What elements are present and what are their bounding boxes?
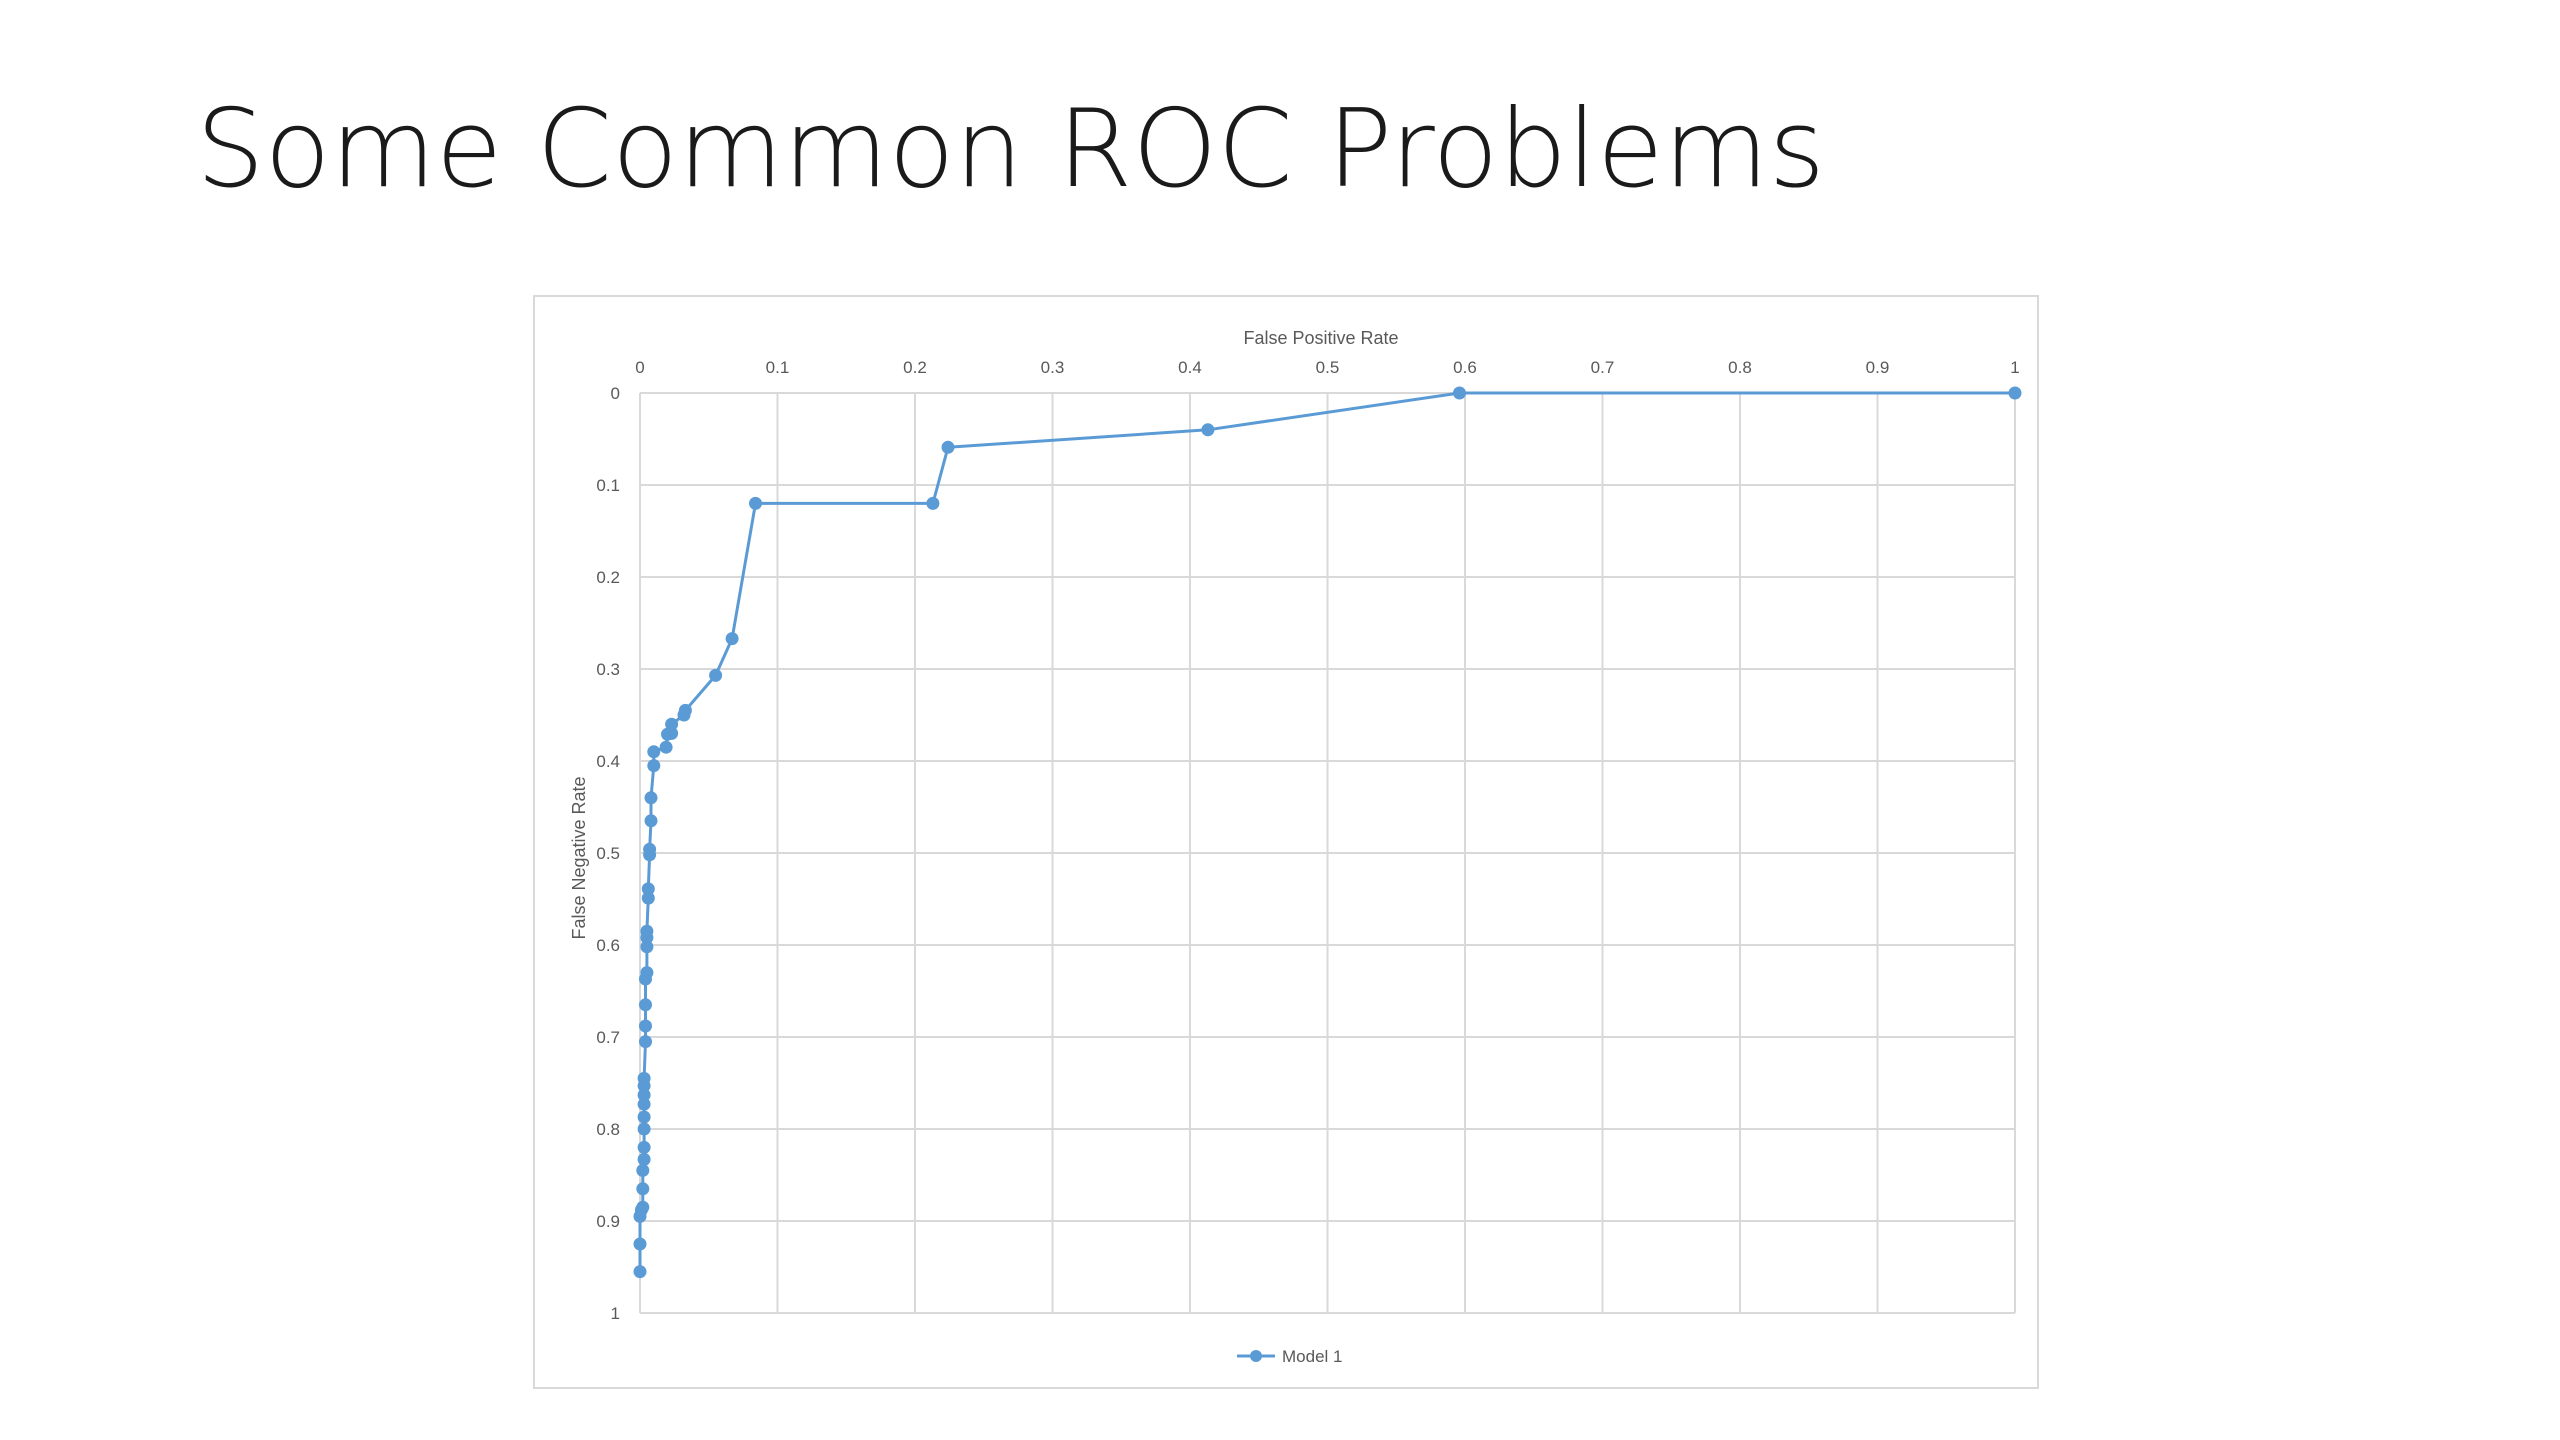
- data-point: [636, 1182, 650, 1196]
- data-point: [665, 726, 679, 740]
- legend-marker: [1250, 1350, 1262, 1362]
- x-tick-label: 0.4: [1178, 358, 1202, 377]
- x-axis-title: False Positive Rate: [1243, 328, 1398, 348]
- legend-label-model-1: Model 1: [1282, 1347, 1342, 1366]
- slide-title: Some Common ROC Problems: [196, 87, 1825, 212]
- x-tick-label: 0.2: [903, 358, 927, 377]
- data-point: [641, 882, 655, 896]
- data-point: [644, 814, 658, 828]
- data-point: [647, 759, 661, 773]
- data-point: [633, 1265, 647, 1279]
- data-point: [640, 940, 654, 954]
- data-point: [637, 1140, 651, 1154]
- y-tick-label: 0.7: [596, 1028, 620, 1047]
- data-point: [926, 496, 940, 510]
- data-point: [1453, 386, 1466, 400]
- data-point: [2008, 386, 2022, 400]
- data-point: [941, 440, 955, 454]
- y-tick-label: 0.8: [596, 1120, 620, 1139]
- data-point: [637, 1088, 651, 1102]
- y-axis-ticks: 0 0.1 0.2 0.3 0.4 0.5 0.6 0.7 0.8 0.9 1: [596, 384, 620, 1323]
- data-point: [709, 668, 723, 682]
- data-point: [637, 1152, 651, 1166]
- data-point: [1201, 423, 1215, 437]
- y-tick-label: 0.9: [596, 1212, 620, 1231]
- data-point: [636, 1163, 650, 1177]
- x-tick-label: 1: [2010, 358, 2019, 377]
- y-axis-title: False Negative Rate: [569, 776, 589, 939]
- data-point: [640, 924, 654, 938]
- chart-frame: [533, 295, 2039, 1389]
- data-point: [640, 966, 654, 980]
- x-tick-label: 0.6: [1453, 358, 1477, 377]
- y-tick-label: 0.3: [596, 660, 620, 679]
- data-point: [636, 1200, 650, 1214]
- data-point: [725, 632, 739, 646]
- x-tick-label: 0.9: [1866, 358, 1890, 377]
- data-point: [637, 1071, 651, 1085]
- data-point: [644, 791, 658, 805]
- data-point: [639, 998, 652, 1012]
- x-tick-label: 0.1: [766, 358, 790, 377]
- y-tick-label: 0: [611, 384, 620, 403]
- x-axis-ticks: 0 0.1 0.2 0.3 0.4 0.5 0.6 0.7 0.8 0.9 1: [635, 358, 2019, 377]
- data-point: [637, 1122, 651, 1136]
- data-point: [633, 1237, 647, 1251]
- data-point: [637, 1097, 651, 1111]
- x-tick-label: 0.8: [1728, 358, 1752, 377]
- x-tick-label: 0: [635, 358, 644, 377]
- data-point: [639, 1035, 652, 1049]
- data-point: [641, 891, 655, 905]
- grid: [639, 392, 2016, 1314]
- data-point: [639, 1019, 652, 1033]
- data-point: [678, 703, 692, 717]
- y-tick-label: 0.1: [596, 476, 620, 495]
- data-point: [665, 717, 679, 731]
- x-tick-label: 0.7: [1591, 358, 1615, 377]
- y-tick-label: 0.5: [596, 844, 620, 863]
- series-model-1: [633, 386, 2022, 1279]
- x-tick-label: 0.3: [1041, 358, 1065, 377]
- y-tick-label: 0.4: [596, 752, 620, 771]
- data-point: [659, 740, 673, 754]
- x-tick-label: 0.5: [1316, 358, 1340, 377]
- y-tick-label: 1: [611, 1304, 620, 1323]
- data-point: [749, 496, 762, 510]
- data-point: [643, 842, 657, 856]
- y-tick-label: 0.6: [596, 936, 620, 955]
- data-point: [647, 745, 661, 759]
- legend: Model 1: [1237, 1347, 1342, 1366]
- data-point: [637, 1110, 651, 1124]
- y-tick-label: 0.2: [596, 568, 620, 587]
